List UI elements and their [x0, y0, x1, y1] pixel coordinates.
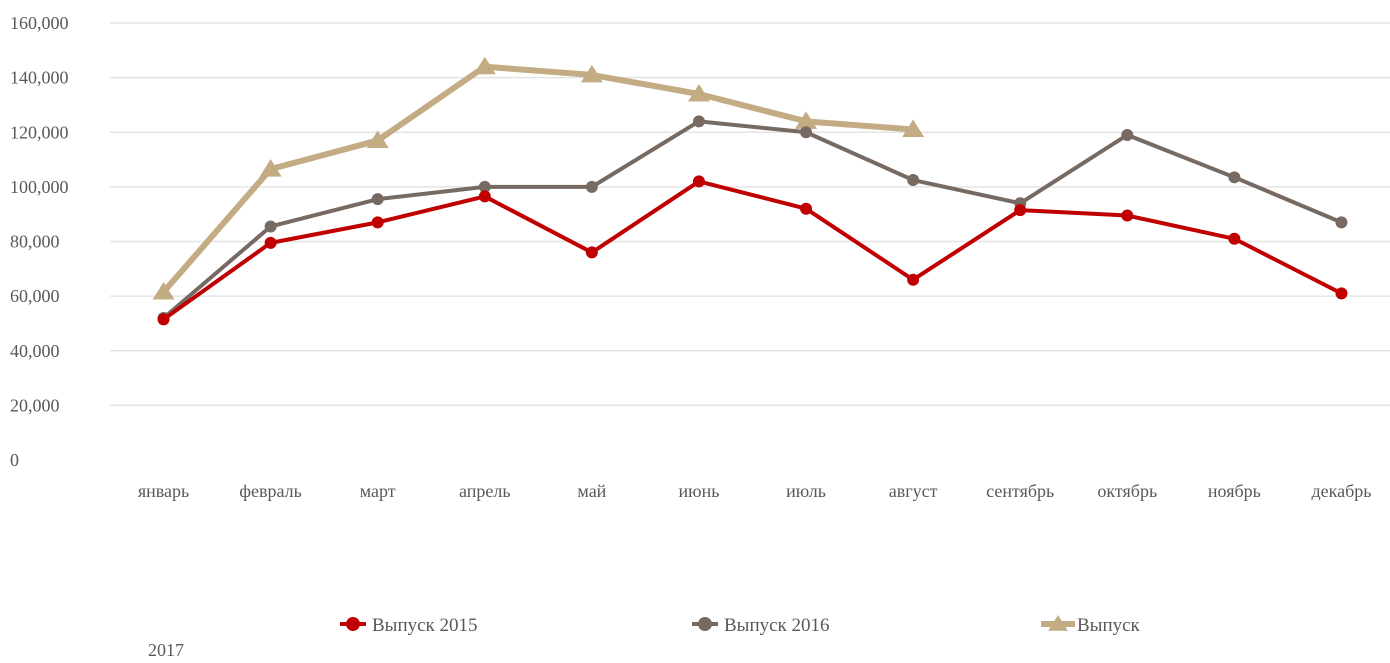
- data-point: [1121, 209, 1134, 222]
- y-tick-label: 160,000: [10, 13, 69, 33]
- data-point: [585, 180, 598, 193]
- x-tick-label: июль: [786, 481, 826, 501]
- x-tick-label: ноябрь: [1208, 481, 1261, 501]
- legend-label: Выпуск 2015: [372, 615, 478, 636]
- data-point: [473, 56, 496, 75]
- y-tick-label: 120,000: [10, 122, 69, 142]
- data-point: [795, 111, 818, 129]
- x-tick-label: декабрь: [1311, 481, 1371, 501]
- data-point: [366, 130, 389, 148]
- legend-label: Выпуск 2016: [724, 615, 830, 636]
- data-point: [907, 273, 920, 286]
- legend-overflow-text: 2017: [148, 640, 184, 660]
- x-tick-label: октябрь: [1097, 481, 1157, 501]
- data-point: [371, 216, 384, 229]
- legend-marker: [698, 617, 712, 631]
- series-line: [160, 63, 917, 296]
- legend-label: Выпуск: [1077, 615, 1141, 636]
- data-point: [907, 174, 920, 187]
- series-line: [161, 119, 1344, 320]
- y-axis-tick-labels: 0 20,000 40,000 60,000 80,000 100,000 120,000 1…: [10, 13, 69, 470]
- x-tick-label: март: [360, 481, 396, 501]
- y-tick-label: 60,000: [10, 286, 60, 306]
- data-point: [152, 282, 175, 300]
- legend-item: Выпуск 2016: [692, 615, 830, 636]
- data-point: [259, 159, 282, 177]
- data-point: [1228, 171, 1241, 184]
- series-3: [152, 56, 925, 300]
- data-point: [902, 119, 925, 138]
- x-tick-label: май: [577, 481, 606, 501]
- data-point: [800, 202, 813, 215]
- y-tick-label: 20,000: [10, 395, 60, 415]
- data-point: [1121, 128, 1134, 141]
- data-point: [692, 175, 705, 188]
- series-layer: [152, 56, 1348, 326]
- y-tick-label: 0: [10, 450, 19, 470]
- gridlines: [110, 22, 1390, 407]
- x-tick-label: февраль: [239, 481, 302, 501]
- data-point: [1014, 204, 1027, 217]
- x-tick-label: сентябрь: [986, 481, 1054, 501]
- data-point: [1335, 216, 1348, 229]
- x-axis-tick-labels: январь февраль март апрель май июнь июль август…: [138, 481, 1372, 501]
- y-tick-label: 140,000: [10, 68, 69, 88]
- data-point: [1335, 287, 1348, 300]
- x-tick-label: апрель: [459, 481, 511, 501]
- data-point: [157, 313, 170, 326]
- legend-marker: [1048, 615, 1068, 631]
- series-1: [157, 175, 1348, 326]
- x-tick-label: январь: [138, 481, 189, 501]
- data-point: [264, 220, 277, 233]
- data-point: [478, 190, 491, 203]
- data-point: [687, 84, 710, 102]
- x-tick-label: август: [889, 481, 938, 501]
- series-2: [157, 115, 1348, 324]
- legend-item: Выпуск 2015: [340, 615, 478, 636]
- data-point: [800, 126, 813, 139]
- y-tick-label: 100,000: [10, 177, 69, 197]
- data-point: [264, 236, 277, 249]
- data-point: [585, 246, 598, 259]
- y-tick-label: 80,000: [10, 232, 60, 252]
- data-point: [371, 193, 384, 206]
- data-point: [692, 115, 705, 128]
- legend: Выпуск 2015 Выпуск 2016 Выпуск: [340, 615, 1141, 636]
- data-point: [1228, 232, 1241, 245]
- data-point: [580, 64, 603, 83]
- legend-marker: [346, 617, 360, 631]
- series-line: [161, 179, 1344, 322]
- legend-item: Выпуск: [1041, 615, 1141, 636]
- data-point: [478, 180, 491, 193]
- y-tick-label: 40,000: [10, 341, 60, 361]
- x-tick-label: июнь: [678, 481, 719, 501]
